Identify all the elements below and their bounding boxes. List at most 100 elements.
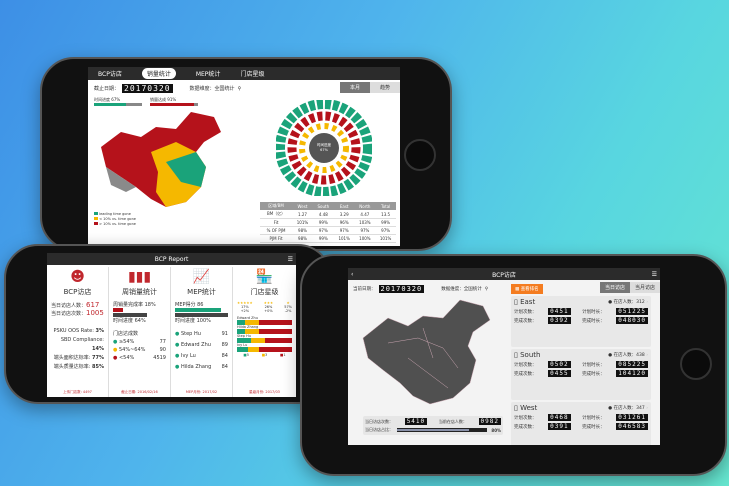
toggle-trend[interactable]: 趋势 <box>369 82 400 93</box>
label: 计划时长： <box>582 309 605 315</box>
date-value[interactable]: 20170320 <box>122 84 173 93</box>
label: 计划次数： <box>514 362 537 368</box>
report-title: BCP Report <box>154 255 189 263</box>
menu-icon[interactable]: ☰ <box>287 255 293 263</box>
col-title: BCP访店 <box>63 288 92 296</box>
label: MEP得分 86 <box>175 302 204 308</box>
label: 当日访店次数： <box>365 418 393 424</box>
label: 当日访店占比： <box>365 427 393 432</box>
cell: 97% <box>312 226 334 235</box>
label: Hilda Zhang <box>180 364 212 370</box>
star-bar <box>237 347 292 352</box>
done-duration: 046583 <box>616 423 648 430</box>
value: 17% <box>240 305 249 309</box>
cell: 99% <box>312 234 334 243</box>
time-progress-bar <box>94 103 142 106</box>
visits-value: 5410 <box>404 418 428 425</box>
menu-icon[interactable]: ☰ <box>651 270 657 278</box>
label: 当日访店次数： <box>51 311 87 317</box>
scope-label: 数据维度：全国统计 <box>441 287 482 292</box>
label: Step Hu <box>180 331 201 337</box>
region-count: 在店人数：347 <box>613 406 645 411</box>
value: 84 <box>221 353 228 359</box>
th: South <box>312 202 334 210</box>
legend: 5 <box>246 353 249 357</box>
region-card[interactable]: ▯ East ● 在店人数：312 › 计划次数： 0451 计划时长： 051225 … <box>511 296 651 347</box>
toggle-today[interactable]: 当日访店 <box>599 282 630 293</box>
visit-screen: ‹ BCP访店 ☰ 当前日期： 20170320 数据维度：全国统计 ⚲ 当日访… <box>348 268 660 445</box>
done-times: 0455 <box>548 370 571 377</box>
label: 计划时长： <box>582 362 605 368</box>
cell: 4.48 <box>312 210 334 219</box>
rank-button[interactable]: ▩ 查看排名 <box>511 284 543 294</box>
tab-stars[interactable]: 门店星级 <box>240 71 265 78</box>
tab-mep[interactable]: MEP统计 <box>195 71 221 78</box>
back-icon[interactable]: ‹ <box>351 270 354 278</box>
label: Ivy Lu <box>180 353 196 359</box>
th: Total <box>375 202 396 210</box>
cell: 98% <box>292 234 313 243</box>
person-icon: ● <box>608 353 613 358</box>
col-mep[interactable]: 📈 MEP统计 MEP得分 86 时间进度 100% ● Step Hu 91 ●… <box>171 267 233 397</box>
label: Step Hu <box>237 334 251 338</box>
th: 区域/BM <box>260 202 293 210</box>
cell: 99% <box>312 218 334 227</box>
person-icon: ● <box>608 300 613 305</box>
cell: 101% <box>333 234 355 243</box>
region-card[interactable]: ▯ South ● 在店人数：438 › 计划次数： 0502 计划时长： 085225… <box>511 349 651 400</box>
label: 当前在店人数： <box>438 418 467 424</box>
plan-times: 0451 <box>548 308 571 315</box>
col-bcp[interactable]: ☻ BCP访店 当日访店人数：617 当日访店次数：1005 PSKU OOS … <box>47 267 109 397</box>
delta: +0% <box>264 309 273 313</box>
value: 91 <box>221 331 228 337</box>
label: Ivy Lu <box>237 343 248 347</box>
col-stars[interactable]: 🏪 门店星级 ★★★★★ 17% +2% ★★★ 26% +0% ★ 57% -2% Edw… <box>233 267 296 397</box>
sales-progress-bar <box>150 103 198 106</box>
report-screen: BCP Report ☰ ☻ BCP访店 当日访店人数：617 当日访店次数：1… <box>47 253 296 397</box>
legend: 1 <box>283 353 286 357</box>
done-duration: 104120 <box>616 370 648 377</box>
search-icon[interactable]: ⚲ <box>484 286 489 292</box>
value: 77 <box>159 339 166 345</box>
tab-sales[interactable]: 销量统计 <box>141 68 176 79</box>
label: 完成次数： <box>514 424 537 430</box>
col-title: MEP统计 <box>187 288 216 296</box>
chevron-right-icon[interactable]: › <box>646 300 648 305</box>
done-times: 0392 <box>548 317 571 324</box>
chevron-right-icon[interactable]: › <box>646 353 648 358</box>
cell: 97% <box>354 226 376 235</box>
tab-bcp[interactable]: BCP访店 <box>98 71 122 78</box>
home-button <box>680 348 712 380</box>
cell: 1.27 <box>292 210 313 219</box>
chevron-right-icon[interactable]: › <box>646 406 648 411</box>
col-weekly[interactable]: ▮▮▮ 周销量统计 周销量完成率 18% 时间进度 64% 门店达成数 ● ≥5… <box>109 267 171 397</box>
footer: MEP月份: 2017/02 <box>185 390 218 394</box>
region-table: 区域/BM West South East North Total BM（亿） 1.27 4.… <box>260 202 396 243</box>
sales-progress-label: 销量达成 91% <box>150 97 177 102</box>
bottles-icon: ▮▮▮ <box>127 269 152 285</box>
value: 14% <box>92 346 104 352</box>
label: Edward Zhu <box>180 342 211 348</box>
label: 周销量完成率 18% <box>113 302 156 308</box>
table-row: PJM Fit 98% 99% 101% 100% 101% <box>260 234 396 243</box>
toggle-month[interactable]: 本月 <box>339 82 370 93</box>
visit-header: ‹ BCP访店 ☰ <box>348 268 660 280</box>
rank-label: 查看排名 <box>520 287 539 292</box>
label: <54% <box>118 355 135 361</box>
home-button <box>404 139 436 171</box>
value: 57% <box>284 305 292 309</box>
region-card[interactable]: ▯ West ● 在店人数：347 › 计划次数： 0468 计划时长： 031261 … <box>511 402 651 445</box>
legend-red: > 10% vs. time gone <box>99 222 136 226</box>
value: 1005 <box>86 309 104 317</box>
date-value[interactable]: 20170320 <box>378 285 425 293</box>
search-icon[interactable]: ⚲ <box>237 85 242 92</box>
value: 3% <box>95 328 105 334</box>
date-label: 当前日期： <box>353 287 376 292</box>
label: 完成时长： <box>582 318 605 324</box>
cell: 97% <box>375 226 396 235</box>
footprint-icon: ☻ <box>70 269 85 285</box>
visit-title: BCP访店 <box>492 271 516 279</box>
value: 617 <box>86 301 100 309</box>
toggle-month[interactable]: 当月访店 <box>629 282 660 293</box>
date-label: 截止日期： <box>94 86 120 92</box>
